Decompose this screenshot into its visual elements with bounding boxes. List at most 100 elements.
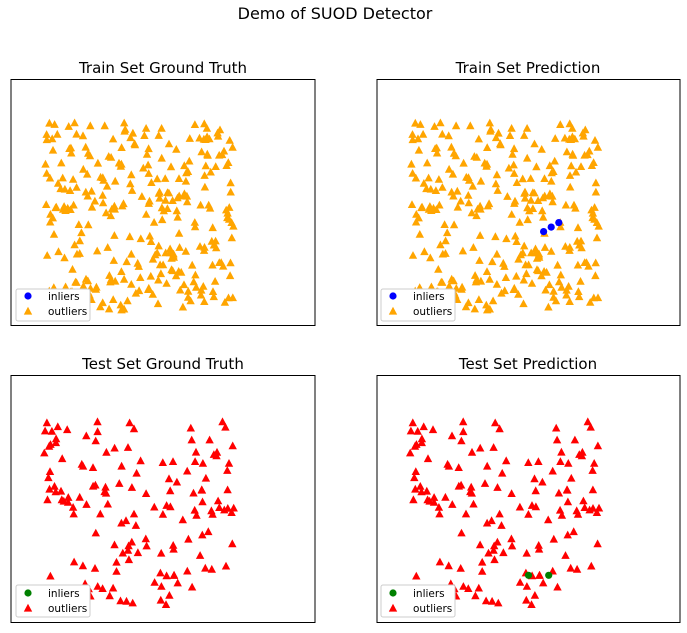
outlier-point [79,281,88,290]
outlier-point [169,541,178,549]
outlier-point [556,457,565,465]
outlier-point [200,182,210,191]
outlier-point [467,482,476,491]
outlier-point [63,425,72,434]
outlier-point [454,463,463,471]
outlier-point [563,497,573,506]
outlier-point [422,486,431,495]
outlier-point [492,170,502,179]
outlier-point [185,134,194,142]
legend-marker-outliers [23,603,33,612]
outlier-point [408,169,417,177]
outlier-point [178,302,188,311]
outlier-point [183,197,192,206]
outlier-point [523,153,532,162]
outlier-point [196,290,206,299]
legend-marker-inliers [24,589,32,597]
legend: inliers outliers [15,288,91,322]
outlier-point [524,458,533,466]
outlier-point [413,134,423,143]
outlier-point [538,206,547,215]
outlier-point [420,247,429,256]
outlier-point [140,131,149,139]
outlier-point [562,147,572,156]
outlier-point [531,502,541,511]
outlier-point [53,422,62,431]
outlier-point [91,480,100,489]
outlier-point [215,503,224,511]
outlier-point [591,271,600,280]
outlier-point [226,187,235,196]
outlier-point [507,541,517,550]
outlier-point [192,282,201,291]
outlier-point [594,503,604,512]
outlier-point [43,251,52,259]
outlier-point [417,438,426,447]
outlier-point [84,148,93,157]
outlier-point [165,244,175,253]
outlier-point [174,229,184,237]
outlier-point [58,173,67,182]
outlier-point [198,459,208,467]
outlier-point [561,200,571,209]
figure-title: Demo of SUOD Detector [238,4,433,23]
outlier-point [522,595,531,604]
outlier-point [227,508,236,516]
outlier-point [464,584,473,592]
outlier-point [476,176,486,185]
outlier-point [554,277,564,286]
legend: inliers outliers [380,288,456,322]
outlier-point [208,510,217,518]
outlier-point [100,121,109,130]
outlier-point [151,250,160,259]
outlier-point [155,193,164,202]
outlier-point [184,286,193,295]
outlier-point [84,220,93,229]
outlier-point [527,600,536,608]
outlier-point [466,121,475,130]
outlier-point [123,296,132,305]
legend-marker-inliers [389,292,397,300]
outlier-point [574,287,583,295]
outlier-point [518,174,527,183]
outlier-point [464,198,473,207]
outlier-point [587,561,596,570]
outlier-point [409,495,418,504]
legend-label-inliers: inliers [48,588,80,600]
outlier-point [524,260,533,269]
outlier-point [482,267,492,275]
outlier-point [461,509,471,518]
outlier-point [519,275,528,284]
outlier-point [534,541,543,549]
outlier-point [571,203,580,212]
outlier-point [224,459,234,467]
outlier-point [185,156,194,165]
outlier-point [412,571,421,580]
outlier-point [188,260,197,269]
outlier-point [83,191,92,200]
outlier-point [459,427,468,436]
outlier-point [586,298,595,306]
outlier-point [156,568,165,577]
outlier-point [181,176,191,185]
outlier-point [42,200,51,208]
outlier-point [116,300,125,309]
outlier-point [587,161,597,169]
outlier-point [109,204,118,213]
outlier-point [158,260,168,269]
outlier-point [520,241,529,250]
outlier-point [139,163,148,172]
outlier-point [226,178,235,187]
outlier-point [457,282,467,291]
scatter-marks [407,118,603,314]
outlier-point [520,131,529,139]
outlier-point [211,236,220,245]
outlier-point [78,131,88,140]
outlier-point [444,561,453,570]
outlier-point [47,426,57,435]
outlier-point [412,210,421,218]
legend-marker-inliers [389,589,397,597]
outlier-point [489,546,498,554]
outlier-point [493,186,502,194]
outlier-point [98,584,107,592]
